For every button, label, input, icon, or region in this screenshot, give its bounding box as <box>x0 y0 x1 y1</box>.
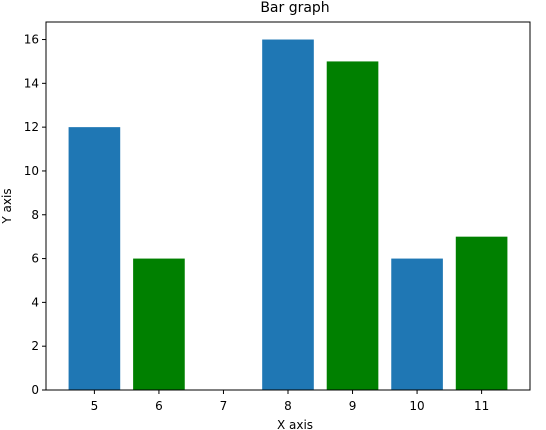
chart-title: Bar graph <box>260 0 329 16</box>
y-tick-label: 14 <box>24 76 39 90</box>
y-tick-label: 12 <box>24 120 39 134</box>
bar-x6 <box>133 258 185 390</box>
bar-x11 <box>455 236 508 390</box>
x-axis-title: X axis <box>277 418 313 430</box>
x-tick-label: 5 <box>91 399 99 413</box>
bar-x5 <box>68 127 121 391</box>
bar-x8 <box>262 39 314 391</box>
x-tick-label: 8 <box>284 399 292 413</box>
y-axis-ticks: 0 2 4 6 8 10 12 14 16 <box>24 33 46 397</box>
y-tick-label: 2 <box>31 339 39 353</box>
x-tick-label: 9 <box>349 399 357 413</box>
y-tick-label: 16 <box>24 33 39 47</box>
y-tick-label: 6 <box>31 252 39 266</box>
bar-x10 <box>391 258 443 390</box>
x-tick-label: 10 <box>409 399 424 413</box>
x-tick-label: 11 <box>474 399 489 413</box>
y-tick-label: 8 <box>31 208 39 222</box>
y-axis-title: Y axis <box>0 188 14 224</box>
x-tick-label: 7 <box>220 399 228 413</box>
x-tick-label: 6 <box>155 399 163 413</box>
bars-layer <box>68 39 508 391</box>
x-axis-ticks: 5 6 7 8 9 10 11 <box>91 390 489 413</box>
y-tick-label: 4 <box>31 295 39 309</box>
y-tick-label: 0 <box>31 383 39 397</box>
bar-x9 <box>326 61 379 391</box>
y-tick-label: 10 <box>24 164 39 178</box>
